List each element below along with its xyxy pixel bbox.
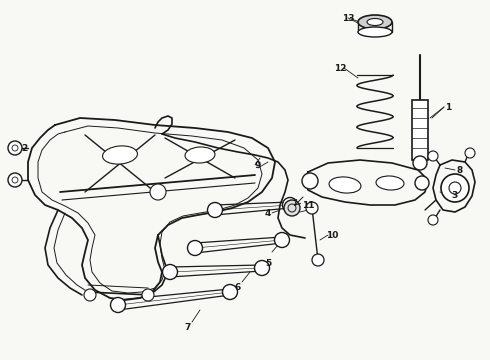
Circle shape: [283, 198, 297, 212]
Circle shape: [428, 215, 438, 225]
Ellipse shape: [185, 147, 215, 163]
Text: 2: 2: [21, 144, 27, 153]
Text: 3: 3: [452, 190, 458, 199]
Circle shape: [8, 141, 22, 155]
Ellipse shape: [358, 27, 392, 37]
Circle shape: [222, 284, 238, 300]
Ellipse shape: [367, 18, 383, 26]
Circle shape: [441, 174, 469, 202]
Circle shape: [188, 240, 202, 256]
Text: 5: 5: [265, 258, 271, 267]
Circle shape: [284, 200, 300, 216]
FancyBboxPatch shape: [412, 100, 428, 160]
Ellipse shape: [376, 176, 404, 190]
Text: 12: 12: [334, 63, 346, 72]
Text: 4: 4: [265, 208, 271, 217]
Text: 1: 1: [445, 103, 451, 112]
Circle shape: [449, 182, 461, 194]
Circle shape: [274, 233, 290, 248]
Text: 9: 9: [255, 161, 261, 170]
Circle shape: [111, 297, 125, 312]
Text: 7: 7: [185, 324, 191, 333]
Circle shape: [207, 202, 222, 217]
Circle shape: [465, 148, 475, 158]
Circle shape: [8, 173, 22, 187]
Circle shape: [428, 151, 438, 161]
Circle shape: [413, 156, 427, 170]
Circle shape: [150, 184, 166, 200]
Circle shape: [306, 202, 318, 214]
Circle shape: [302, 173, 318, 189]
Circle shape: [163, 265, 177, 279]
Ellipse shape: [329, 177, 361, 193]
Circle shape: [84, 289, 96, 301]
Circle shape: [415, 176, 429, 190]
Text: 11: 11: [302, 201, 314, 210]
Circle shape: [312, 254, 324, 266]
Ellipse shape: [358, 15, 392, 29]
Ellipse shape: [102, 146, 138, 164]
Circle shape: [142, 289, 154, 301]
Text: 13: 13: [342, 14, 354, 23]
Text: 8: 8: [457, 166, 463, 175]
Text: 10: 10: [326, 230, 338, 239]
Circle shape: [254, 261, 270, 275]
Text: 6: 6: [235, 284, 241, 292]
